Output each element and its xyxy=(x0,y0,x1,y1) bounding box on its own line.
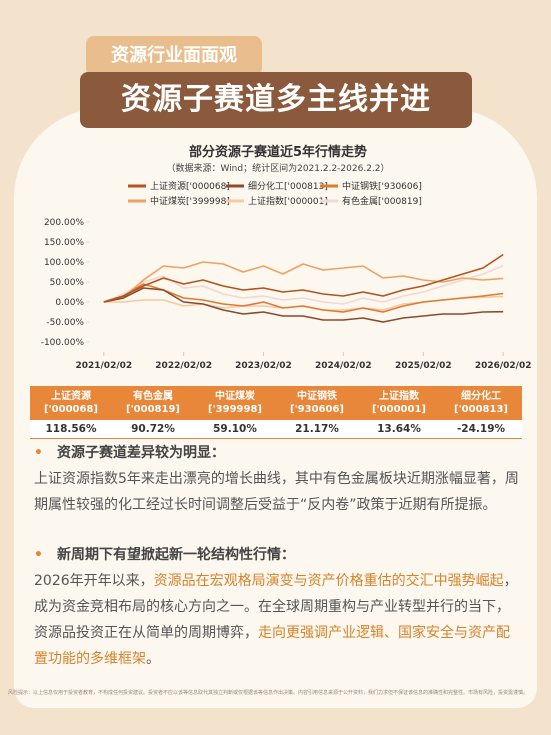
section-heading: 新周期下有望掀起新一轮结构性行情： xyxy=(34,542,520,568)
header-text: ['000819] xyxy=(126,404,180,415)
table-header: 上证资源 ['000068] xyxy=(30,386,112,420)
header-text: 细分化工 xyxy=(461,391,501,402)
table-header: 中证钢铁 ['930606] xyxy=(276,386,358,420)
x-tick-label: 2024/02/02 xyxy=(315,361,372,371)
legend-label: 中证煤炭['399998] xyxy=(150,195,230,207)
header-text: ['930606] xyxy=(290,404,344,415)
text: 2026年开年以来， xyxy=(34,573,154,589)
table-header: 有色金属 ['000819] xyxy=(112,386,194,420)
x-tick-label: 2026/02/02 xyxy=(475,361,532,371)
legend-label: 有色金属['000819] xyxy=(342,195,422,207)
header-text: ['000813] xyxy=(454,404,508,415)
table: 上证资源 ['000068] 有色金属 ['000819] 中证煤炭 ['399998] 中… xyxy=(30,386,522,439)
highlight-text: 走向更强调产业逻辑、国家安全与资产配置功能的多维框架 xyxy=(34,625,510,667)
x-tick-label: 2022/02/02 xyxy=(155,361,212,371)
section-body: 2026年开年以来，资源品在宏观格局演变与资产价格重估的交汇中强势崛起，成为资金… xyxy=(34,568,520,672)
header-text: ['000001] xyxy=(372,404,426,415)
text: 上证资源指数5年来走出漂亮的增长曲线，其中有色金属板块近期涨幅显著，周期属性较强… xyxy=(34,471,519,513)
x-tick-label: 2025/02/02 xyxy=(395,361,452,371)
table-cell: 13.64% xyxy=(358,420,440,439)
header-text: 上证资源 xyxy=(51,391,91,402)
text: 。 xyxy=(146,651,160,667)
series-line xyxy=(103,253,504,303)
header-text: 中证钢铁 xyxy=(297,391,337,402)
table-cell: 21.17% xyxy=(276,420,358,439)
y-tick-label: 50.00% xyxy=(50,278,85,288)
header-text: 有色金属 xyxy=(133,391,173,402)
legend-label: 细分化工['000813] xyxy=(248,180,328,192)
series-line xyxy=(103,264,504,305)
page-title: 资源子赛道多主线并进 xyxy=(80,72,472,128)
header-text: ['000068] xyxy=(44,404,98,415)
table-header: 上证指数 ['000001] xyxy=(358,386,440,420)
table-cell: 90.72% xyxy=(112,420,194,439)
table-cell: 118.56% xyxy=(30,420,112,439)
y-tick-label: 200.00% xyxy=(44,218,84,228)
section: 新周期下有望掀起新一轮结构性行情： 2026年开年以来，资源品在宏观格局演变与资… xyxy=(34,542,520,672)
disclaimer: 风险提示：以上信息仅用于投资者教育，不构成任何投资建议。投资者不应以该等信息取代… xyxy=(8,690,529,696)
section: 资源子赛道差异较为明显： 上证资源指数5年来走出漂亮的增长曲线，其中有色金属板块… xyxy=(34,440,520,518)
y-tick-label: -50.00% xyxy=(46,318,84,328)
series-line xyxy=(103,283,504,313)
legend-label: 上证资源['000068] xyxy=(150,181,230,192)
y-tick-label: 150.00% xyxy=(44,238,84,248)
series-line xyxy=(103,261,504,303)
table-header: 中证煤炭 ['399998] xyxy=(194,386,276,420)
legend-label: 中证钢铁['930606] xyxy=(342,180,422,192)
header-text: ['399998] xyxy=(208,404,262,415)
chart-title: 部分资源子赛道近5年行情走势 xyxy=(189,144,367,160)
highlight-text: 资源品在宏观格局演变与资产价格重估的交汇中强势崛起 xyxy=(153,573,504,589)
section-body: 上证资源指数5年来走出漂亮的增长曲线，其中有色金属板块近期涨幅显著，周期属性较强… xyxy=(34,466,520,518)
header-text: 上证指数 xyxy=(379,391,419,402)
legend-label: 上证指数['000001] xyxy=(248,195,328,207)
table-cell: 59.10% xyxy=(194,420,276,439)
x-tick-label: 2023/02/02 xyxy=(235,361,292,371)
section-heading: 资源子赛道差异较为明显： xyxy=(34,440,520,466)
table-cell: -24.19% xyxy=(440,420,522,439)
y-tick-label: 100.00% xyxy=(44,258,84,268)
series-line xyxy=(103,287,504,323)
y-tick-label: 0.00% xyxy=(55,298,84,308)
table-header: 细分化工 ['000813] xyxy=(440,386,522,420)
y-tick-label: -100.00% xyxy=(41,338,85,348)
header-text: 中证煤炭 xyxy=(215,391,255,402)
tag: 资源行业面面观 xyxy=(86,36,262,76)
text: ，成为资金竞相布局的核心方向之一。在全球周期重构与产业转型并行的当下，资源品投资… xyxy=(34,573,518,641)
x-tick-label: 2021/02/02 xyxy=(75,361,132,371)
chart-subtitle: （数据来源：Wind；统计区间为2021.2.2-2026.2.2） xyxy=(166,162,389,174)
